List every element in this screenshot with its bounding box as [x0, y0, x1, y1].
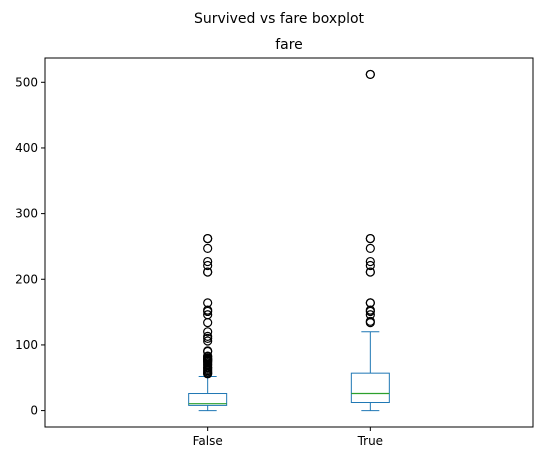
outlier-point	[365, 318, 375, 328]
outlier-point	[203, 256, 213, 267]
outlier-point	[203, 336, 213, 346]
x-tick-label: True	[357, 434, 384, 448]
iqr-box	[350, 372, 390, 404]
outlier-point	[365, 260, 375, 271]
x-tick-label: False	[193, 434, 223, 448]
y-tick-label: 400	[15, 141, 38, 155]
outlier-point	[365, 306, 375, 317]
plot-area-frame	[44, 57, 534, 428]
box-series	[188, 69, 390, 412]
y-tick-label: 100	[15, 338, 38, 352]
outlier-point	[365, 233, 375, 244]
iqr-box	[188, 393, 228, 406]
box-true	[350, 69, 390, 412]
outlier-point	[203, 243, 213, 254]
outlier-point	[365, 256, 375, 267]
outlier-point	[203, 327, 213, 337]
y-axis: 0 100 200 300 400 500	[15, 75, 45, 418]
outlier-point	[365, 243, 375, 254]
y-tick-label: 500	[15, 75, 38, 89]
y-tick-label: 300	[15, 207, 38, 221]
outlier-point	[365, 267, 375, 277]
outlier-point	[203, 333, 213, 343]
y-tick-label: 0	[30, 404, 38, 418]
outlier-point	[203, 260, 213, 271]
outlier-point	[203, 306, 213, 317]
box-false	[188, 233, 228, 412]
outlier-point	[203, 369, 213, 379]
figure-title: Survived vs fare boxplot	[194, 11, 365, 27]
outlier-point	[203, 267, 213, 277]
outlier-point	[203, 318, 213, 328]
outlier-point	[203, 233, 213, 244]
x-axis: False True	[193, 427, 383, 448]
outlier-point	[365, 69, 375, 80]
axes-title: fare	[275, 37, 303, 53]
y-tick-label: 200	[15, 272, 38, 286]
